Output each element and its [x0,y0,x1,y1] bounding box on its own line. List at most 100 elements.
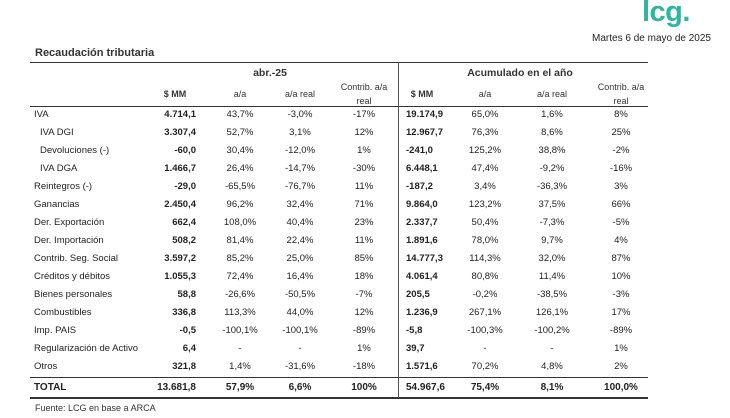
table-row: Combustibles 336,8 113,3% 44,0% 12% 1.236,9 26… [0,305,730,323]
cell-ytd-mm: 2.337,7 [406,217,438,228]
cell-ytd-aa: -100,3% [467,325,503,336]
cell-month-mm: 6,4 [182,343,196,354]
cell-ytd-contrib: -3% [612,289,630,300]
cell-month-contrib: 11% [354,181,374,192]
row-label: Otros [34,361,58,372]
cell-month-aa: 1,4% [229,361,251,372]
cell-ytd-aa-real: -9,2% [539,163,565,174]
cell-ytd-aa: 78,0% [471,235,499,246]
total-month-contrib: 100% [351,382,377,393]
cell-month-contrib: 12% [354,127,374,138]
cell-month-contrib: -89% [352,325,376,336]
row-label: Der. Exportación [34,217,105,228]
section-divider [398,62,399,398]
cell-ytd-aa-real: 32,0% [538,253,566,264]
cell-month-aa-real: 3,1% [289,127,311,138]
cell-month-contrib: 18% [354,271,374,282]
cell-month-aa: 81,4% [226,235,254,246]
row-label: Combustibles [34,307,92,318]
col-month-contrib-line2: real [356,96,372,106]
cell-ytd-contrib: 10% [611,271,631,282]
cell-month-aa-real: - [298,343,302,354]
cell-ytd-mm: -241,0 [406,145,433,156]
col-ytd-aa: a/a [478,89,492,99]
cell-ytd-mm: 19.174,9 [406,109,443,120]
cell-ytd-aa: -0,2% [472,289,498,300]
cell-ytd-aa: 80,8% [471,271,499,282]
total-month-aa-real: 6,6% [288,382,312,393]
table-row: Regularización de Activo 6,4 - - 1% 39,7 - - 1% [0,341,730,359]
cell-month-aa-real: -3,0% [287,109,313,120]
cell-month-contrib: -18% [352,361,376,372]
cell-ytd-aa: 125,2% [468,145,502,156]
table-row: IVA DGI 3.307,4 52,7% 3,1% 12% 12.967,7 76,3% 8… [0,125,730,143]
cell-month-mm: 662,4 [172,217,196,228]
table-row: IVA 4.714,1 43,7% -3,0% -17% 19.174,9 65,0% 1,6… [0,107,730,125]
cell-month-aa-real: -12,0% [284,145,316,156]
cell-ytd-aa-real: 9,7% [541,235,563,246]
cell-month-mm: 336,8 [172,307,196,318]
table-row: Bienes personales 58,8 -26,6% -50,5% -7% 205,… [0,287,730,305]
cell-ytd-contrib: -16% [609,163,633,174]
table-title: Recaudación tributaria [35,47,155,59]
cell-ytd-contrib: 17% [611,307,631,318]
row-label: Der. Importación [34,235,104,246]
cell-month-aa: 85,2% [226,253,254,264]
cell-ytd-aa: 70,2% [471,361,499,372]
total-ytd-aa-real: 8,1% [540,382,564,393]
cell-month-mm: 508,2 [172,235,196,246]
col-month-contrib-line1: Contrib. a/a [340,82,388,92]
cell-month-contrib: 12% [354,307,374,318]
cell-month-mm: 3.597,2 [164,253,196,264]
cell-ytd-mm: 39,7 [406,343,425,354]
total-ytd-contrib: 100,0% [604,382,638,393]
row-label: Ganancias [34,199,80,210]
cell-ytd-mm: 9.864,0 [406,199,438,210]
cell-ytd-contrib: 87% [611,253,631,264]
cell-month-aa: 26,4% [226,163,254,174]
cell-month-contrib: -7% [355,289,373,300]
cell-month-mm: -0,5 [179,325,196,336]
cell-month-aa: -100,1% [222,325,258,336]
col-ytd-contrib: Contrib. a/a real [588,80,654,108]
cell-month-contrib: 71% [354,199,374,210]
table-row: Otros 321,8 1,4% -31,6% -18% 1.571,6 70,2% 4,8%… [0,359,730,377]
ytd-group-header: Acumulado en el año [467,67,573,79]
col-ytd-aa-real: a/a real [536,89,568,99]
cell-ytd-mm: 1.891,6 [406,235,438,246]
cell-month-contrib: 1% [357,145,371,156]
row-label: Regularización de Activo [34,343,139,354]
report-date: Martes 6 de mayo de 2025 [592,33,711,44]
cell-month-contrib: 85% [354,253,374,264]
cell-month-aa-real: 25,0% [286,253,314,264]
lcg-logo: lcg. [642,0,690,28]
total-ytd-aa: 75,4% [470,382,500,393]
cell-ytd-mm: 14.777,3 [406,253,443,264]
cell-ytd-contrib: 66% [611,199,631,210]
cell-ytd-mm: -187,2 [406,181,433,192]
total-ytd-mm: 54.967,6 [406,382,445,393]
cell-ytd-contrib: 8% [614,109,628,120]
cell-month-aa: 30,4% [226,145,254,156]
cell-ytd-aa-real: - [550,343,554,354]
cell-ytd-aa-real: 1,6% [541,109,563,120]
cell-ytd-contrib: -2% [612,145,630,156]
cell-month-mm: 58,8 [177,289,197,300]
total-month-aa: 57,9% [225,382,255,393]
row-label: Bienes personales [34,289,113,300]
cell-month-aa: 113,3% [224,307,256,318]
table-row: Créditos y débitos 1.055,3 72,4% 16,4% 18% 4.… [0,269,730,287]
table-row: Der. Importación 508,2 81,4% 22,4% 11% 1.891,… [0,233,730,251]
total-row: TOTAL 13.681,8 57,9% 6,6% 100% 54.967,6 … [0,379,730,397]
cell-ytd-aa-real: -36,3% [536,181,568,192]
cell-ytd-mm: 4.061,4 [406,271,438,282]
cell-ytd-aa-real: 11,4% [538,271,566,282]
cell-ytd-aa: 50,4% [471,217,499,228]
table-row: Ganancias 2.450,4 96,2% 32,4% 71% 9.864,0 123,… [0,197,730,215]
cell-ytd-contrib: 4% [614,235,628,246]
cell-month-contrib: 11% [354,235,374,246]
cell-ytd-mm: 1.571,6 [406,361,438,372]
cell-ytd-aa: 3,4% [474,181,496,192]
cell-ytd-aa: 65,0% [471,109,499,120]
cell-month-aa-real: -14,7% [284,163,316,174]
